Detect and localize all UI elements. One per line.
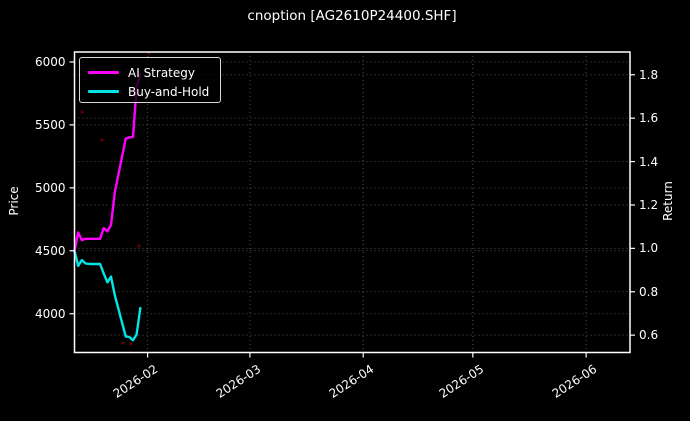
- faint-marker-dot: [100, 138, 104, 142]
- price-tick-label: 5500: [34, 117, 66, 132]
- legend-line-sample-buy-and-hold: [88, 90, 119, 93]
- chart-title: cnoption [AG2610P24400.SHF]: [247, 8, 457, 24]
- price-tick-label: 6000: [34, 54, 66, 69]
- right-axis-title: Return: [661, 181, 675, 222]
- legend-label-ai-strategy: AI Strategy: [128, 65, 195, 80]
- faint-marker-dot: [137, 244, 141, 248]
- left-axis-title: Price: [7, 186, 21, 216]
- price-tick-label: 4500: [34, 243, 66, 258]
- faint-marker-dot: [121, 341, 125, 345]
- legend-label-buy-and-hold: Buy-and-Hold: [128, 84, 210, 99]
- legend-item-ai-strategy: AI Strategy: [88, 63, 212, 82]
- return-tick-label: 1.6: [639, 111, 659, 126]
- faint-marker-dot: [129, 342, 133, 346]
- price-tick-label: 5000: [34, 180, 66, 195]
- return-tick-label: 1.4: [639, 154, 659, 169]
- plot-spines: [73, 51, 631, 354]
- return-tick-label: 1.2: [639, 197, 659, 212]
- return-tick-label: 1.0: [639, 241, 659, 256]
- series-line-ai-strategy: [73, 73, 142, 253]
- legend-line-sample-ai-strategy: [88, 71, 119, 74]
- return-tick-label: 0.6: [639, 328, 659, 343]
- price-tick-label: 4000: [34, 306, 66, 321]
- return-tick-label: 1.8: [639, 67, 659, 82]
- series-line-buy-and-hold: [73, 249, 142, 342]
- faint-marker-dot: [80, 110, 84, 114]
- return-tick-label: 0.8: [639, 284, 659, 299]
- legend: AI Strategy Buy-and-Hold: [79, 57, 221, 103]
- legend-item-buy-and-hold: Buy-and-Hold: [88, 82, 212, 101]
